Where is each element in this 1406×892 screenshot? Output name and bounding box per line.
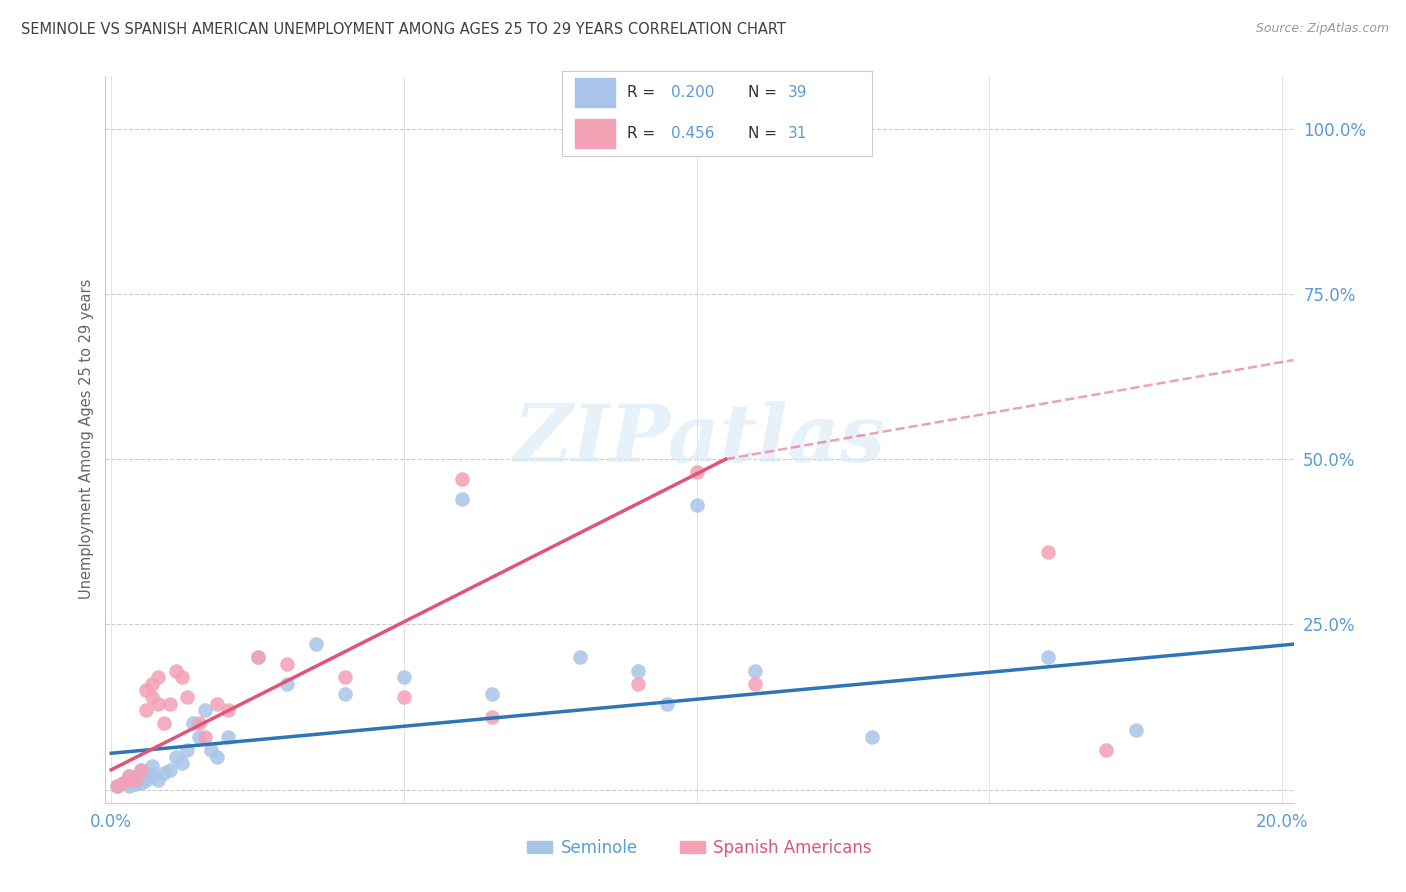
Point bbox=[627, 664, 650, 678]
Text: 39: 39 bbox=[789, 85, 807, 100]
Point bbox=[141, 690, 163, 704]
Point bbox=[135, 683, 157, 698]
Point bbox=[744, 664, 766, 678]
Point bbox=[1036, 544, 1059, 558]
Point bbox=[392, 690, 415, 704]
Point bbox=[181, 716, 204, 731]
Point bbox=[481, 687, 503, 701]
Point bbox=[305, 637, 328, 651]
Text: N =: N = bbox=[748, 85, 782, 100]
Text: SEMINOLE VS SPANISH AMERICAN UNEMPLOYMENT AMONG AGES 25 TO 29 YEARS CORRELATION : SEMINOLE VS SPANISH AMERICAN UNEMPLOYMEN… bbox=[21, 22, 786, 37]
FancyBboxPatch shape bbox=[575, 78, 614, 107]
Point bbox=[188, 716, 211, 731]
Point bbox=[217, 703, 239, 717]
Point bbox=[118, 769, 141, 783]
Point bbox=[111, 776, 134, 790]
Text: N =: N = bbox=[748, 126, 782, 141]
Point bbox=[153, 716, 176, 731]
Point bbox=[124, 777, 146, 791]
Point bbox=[744, 677, 766, 691]
Point bbox=[146, 670, 169, 684]
Point bbox=[153, 766, 176, 780]
Point bbox=[129, 763, 152, 777]
Point bbox=[246, 650, 269, 665]
Point bbox=[657, 697, 679, 711]
Text: R =: R = bbox=[627, 85, 661, 100]
Point bbox=[1125, 723, 1147, 737]
Point bbox=[124, 772, 146, 787]
Point bbox=[159, 697, 181, 711]
Point bbox=[170, 670, 193, 684]
Point bbox=[276, 657, 298, 671]
FancyBboxPatch shape bbox=[575, 119, 614, 147]
Point bbox=[276, 677, 298, 691]
Point bbox=[194, 703, 217, 717]
Point bbox=[860, 730, 883, 744]
Point bbox=[176, 690, 198, 704]
Point bbox=[217, 730, 239, 744]
Point bbox=[124, 772, 146, 787]
Point bbox=[246, 650, 269, 665]
Point bbox=[105, 779, 128, 793]
Point bbox=[146, 697, 169, 711]
Point bbox=[170, 756, 193, 771]
Point bbox=[205, 749, 228, 764]
Point bbox=[627, 677, 650, 691]
Point bbox=[685, 466, 707, 480]
Point bbox=[451, 491, 474, 506]
Point bbox=[1036, 650, 1059, 665]
Point bbox=[200, 743, 222, 757]
Point bbox=[1095, 743, 1118, 757]
Point bbox=[205, 697, 228, 711]
Point bbox=[135, 766, 157, 780]
Text: 31: 31 bbox=[789, 126, 807, 141]
Point bbox=[111, 776, 134, 790]
Point bbox=[135, 772, 157, 787]
Point bbox=[194, 730, 217, 744]
Y-axis label: Unemployment Among Ages 25 to 29 years: Unemployment Among Ages 25 to 29 years bbox=[79, 279, 94, 599]
Point bbox=[481, 710, 503, 724]
Text: 0.456: 0.456 bbox=[671, 126, 714, 141]
Text: Source: ZipAtlas.com: Source: ZipAtlas.com bbox=[1256, 22, 1389, 36]
Point bbox=[335, 687, 357, 701]
Point bbox=[129, 763, 152, 777]
Point bbox=[165, 749, 187, 764]
Point bbox=[118, 779, 141, 793]
Point bbox=[568, 650, 591, 665]
Text: R =: R = bbox=[627, 126, 661, 141]
Text: 0.200: 0.200 bbox=[671, 85, 714, 100]
Point bbox=[188, 730, 211, 744]
Legend: Seminole, Spanish Americans: Seminole, Spanish Americans bbox=[520, 832, 879, 863]
Point bbox=[685, 499, 707, 513]
Point bbox=[141, 677, 163, 691]
Point bbox=[105, 779, 128, 793]
Point bbox=[141, 759, 163, 773]
Point bbox=[159, 763, 181, 777]
Point bbox=[335, 670, 357, 684]
Point bbox=[165, 664, 187, 678]
Point bbox=[451, 472, 474, 486]
Point bbox=[141, 769, 163, 783]
Point bbox=[135, 703, 157, 717]
Point bbox=[146, 772, 169, 787]
Point bbox=[392, 670, 415, 684]
Text: ZIPatlas: ZIPatlas bbox=[513, 401, 886, 478]
Point bbox=[129, 776, 152, 790]
Point bbox=[176, 743, 198, 757]
Point bbox=[118, 769, 141, 783]
